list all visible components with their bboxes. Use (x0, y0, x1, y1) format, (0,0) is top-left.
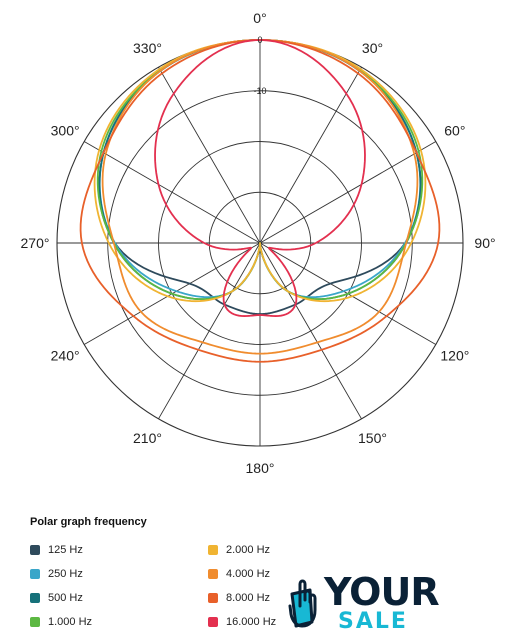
legend-label: 8.000 Hz (226, 592, 271, 604)
legend-item: 1.000 Hz (30, 610, 208, 634)
legend-swatch (208, 617, 218, 627)
angle-tick-label: 60° (444, 123, 465, 139)
angle-tick-label: 150° (358, 430, 387, 446)
watermark-text-sale: SALE (338, 609, 408, 634)
legend-swatch (30, 569, 40, 579)
angle-tick-label: 210° (133, 430, 162, 446)
grid-spoke (259, 66, 362, 244)
legend-title: Polar graph frequency (30, 516, 147, 528)
legend: Polar graph frequency 125 Hz 250 Hz 500 Hz… (30, 516, 500, 634)
legend-label: 250 Hz (48, 568, 83, 580)
series-line (101, 39, 419, 355)
angle-tick-label: 330° (133, 40, 162, 56)
legend-label: 16.000 Hz (226, 616, 277, 628)
angle-tick-label: 180° (246, 460, 275, 476)
grid-spoke (158, 242, 261, 420)
legend-swatch (208, 545, 218, 555)
radial-tick-label: -10 (253, 86, 266, 96)
legend-item: 250 Hz (30, 562, 208, 586)
legend-item: 500 Hz (30, 586, 208, 610)
polar-chart: 0° 30° 60° 90° 120° 150° 180° 210° 240° 270° 300° 3… (21, 10, 496, 476)
angle-tick-label: 30° (362, 40, 383, 56)
grid-spoke (259, 141, 437, 244)
legend-item: 2.000 Hz (208, 538, 386, 562)
series-line (154, 39, 366, 317)
angle-tick-label: 90° (474, 235, 495, 251)
legend-label: 2.000 Hz (226, 544, 271, 556)
series-line (79, 39, 441, 363)
legend-swatch (30, 617, 40, 627)
grid-spoke (259, 242, 362, 420)
legend-label: 500 Hz (48, 592, 83, 604)
angle-tick-label: 120° (440, 348, 469, 364)
legend-item: 125 Hz (30, 538, 208, 562)
series-line (93, 39, 427, 303)
legend-item: 4.000 Hz (208, 562, 386, 586)
polar-labels: 0° 30° 60° 90° 120° 150° 180° 210° 240° 270° 300° 3… (21, 10, 496, 476)
grid-spoke (83, 141, 261, 244)
legend-swatch (208, 569, 218, 579)
legend-swatch (208, 593, 218, 603)
angle-tick-label: 270° (21, 235, 50, 251)
legend-swatch (30, 545, 40, 555)
legend-swatch (30, 593, 40, 603)
legend-label: 4.000 Hz (226, 568, 271, 580)
polar-series (79, 39, 441, 363)
legend-item: 16.000 Hz (208, 610, 386, 634)
watermark-text-your: YOUR (324, 570, 440, 614)
legend-item: 8.000 Hz (208, 586, 386, 610)
legend-list: 125 Hz 250 Hz 500 Hz 1.000 Hz 2.000 Hz 4.000 … (30, 538, 500, 634)
hand-pointer-cart-icon (288, 579, 317, 628)
angle-tick-label: 300° (51, 123, 80, 139)
grid-spoke (158, 66, 261, 244)
angle-tick-label: 240° (51, 348, 80, 364)
radial-tick-label: 0 (257, 35, 262, 45)
angle-tick-label: 0° (253, 10, 266, 26)
legend-label: 1.000 Hz (48, 616, 93, 628)
legend-label: 125 Hz (48, 544, 83, 556)
watermark-logo: YOUR SALE (288, 570, 440, 636)
